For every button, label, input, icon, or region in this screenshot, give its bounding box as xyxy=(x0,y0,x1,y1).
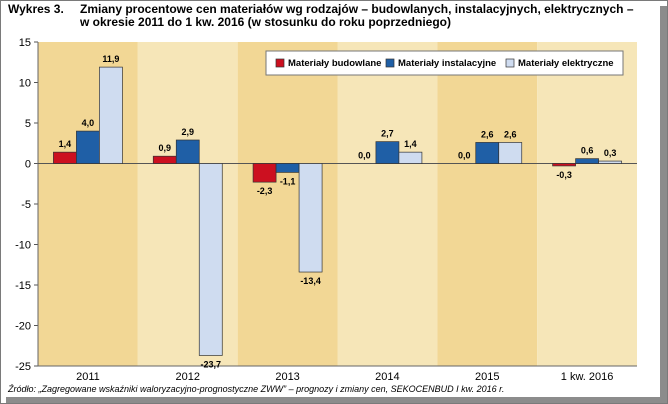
bar-budowlane xyxy=(53,151,77,164)
data-label: 0,6 xyxy=(581,146,594,156)
y-tick-label: 10 xyxy=(19,78,31,90)
plot-band-1 xyxy=(137,42,238,366)
y-tick-label: 15 xyxy=(19,37,31,49)
data-label: 0,3 xyxy=(604,148,617,158)
y-tick-label: 5 xyxy=(25,118,31,130)
y-tick-label: -15 xyxy=(15,280,31,292)
bar-instalacyjne xyxy=(76,130,100,164)
x-tick-label: 2014 xyxy=(375,371,399,383)
frame-shadow-right xyxy=(660,6,667,403)
plot-band-5 xyxy=(537,42,637,366)
legend-swatch xyxy=(505,58,515,68)
data-label: 2,9 xyxy=(181,127,194,137)
bar-elektryczne xyxy=(598,160,622,164)
bar-elektryczne xyxy=(398,151,423,164)
y-tick-label: 0 xyxy=(25,159,31,171)
frame-shadow-bottom xyxy=(6,397,667,403)
bar-instalacyjne xyxy=(375,141,400,164)
legend-box xyxy=(265,50,624,76)
y-tick-label: -25 xyxy=(15,361,31,373)
bar-elektryczne xyxy=(99,66,123,164)
plot-band-2 xyxy=(237,42,338,366)
x-tick-label: 1 kw. 2016 xyxy=(561,371,614,383)
legend-label: Materiały instalacyjne xyxy=(398,58,496,69)
data-label: -23,7 xyxy=(200,359,221,369)
bar-instalacyjne xyxy=(275,163,300,173)
data-label: -2,3 xyxy=(257,186,273,196)
legend-label: Materiały elektryczne xyxy=(518,58,614,69)
legend-swatch xyxy=(275,58,285,68)
y-tick-label: -20 xyxy=(15,321,31,333)
source-note: Źródło: „Zagregowane wskaźniki waloryzac… xyxy=(8,384,505,394)
plot-band-4 xyxy=(437,42,538,366)
data-label: -1,1 xyxy=(280,176,296,186)
data-label: -13,4 xyxy=(300,276,321,286)
y-tick-label: -10 xyxy=(15,240,31,252)
x-tick-label: 2011 xyxy=(76,371,100,383)
bar-instalacyjne xyxy=(475,142,500,164)
data-label: 0,0 xyxy=(458,151,471,161)
data-label: 2,6 xyxy=(481,129,494,139)
data-label: 4,0 xyxy=(82,118,95,128)
bar-elektryczne xyxy=(298,163,323,273)
data-label: 0,0 xyxy=(358,151,371,161)
legend-swatch xyxy=(385,58,395,68)
data-label: 2,6 xyxy=(504,129,517,139)
legend-label: Materiały budowlane xyxy=(288,58,381,69)
y-tick-label: -5 xyxy=(21,199,31,211)
data-label: 1,4 xyxy=(404,139,417,149)
bar-budowlane xyxy=(252,163,277,183)
bar-elektryczne xyxy=(498,142,523,164)
x-tick-label: 2012 xyxy=(176,371,200,383)
bar-budowlane xyxy=(552,163,576,167)
chart-label: Wykres 3. xyxy=(8,2,64,16)
data-label: 1,4 xyxy=(59,139,72,149)
plot-band-0 xyxy=(38,42,138,366)
x-tick-label: 2013 xyxy=(275,371,299,383)
data-label: 0,9 xyxy=(158,143,171,153)
data-label: 2,7 xyxy=(381,129,394,139)
data-label: 11,9 xyxy=(102,54,119,64)
bar-budowlane xyxy=(152,155,177,164)
data-label: -0,3 xyxy=(556,170,572,180)
bar-instalacyjne xyxy=(575,158,599,164)
bar-elektryczne xyxy=(198,163,223,356)
bar-instalacyjne xyxy=(175,139,200,164)
chart-title: Zmiany procentowe cen materiałów wg rodz… xyxy=(80,2,634,29)
plot-band-3 xyxy=(337,42,438,366)
x-tick-label: 2015 xyxy=(475,371,499,383)
